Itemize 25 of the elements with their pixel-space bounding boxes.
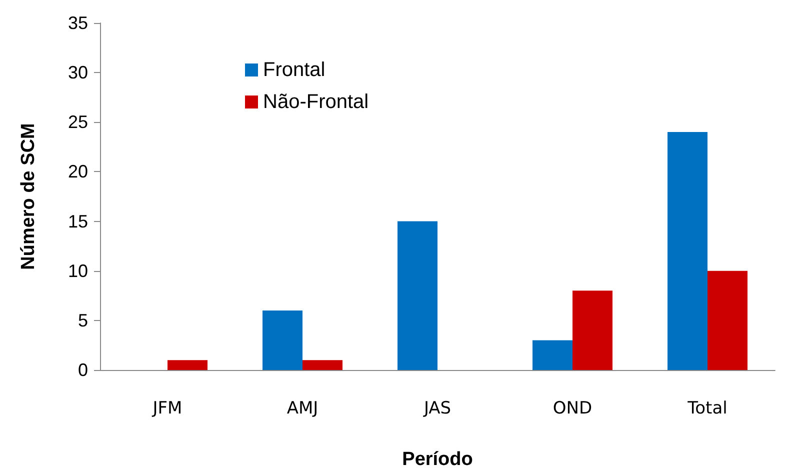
x-tick-label: OND bbox=[552, 398, 592, 418]
legend-label: Frontal bbox=[263, 59, 326, 81]
x-tick-label: Total bbox=[686, 398, 728, 418]
y-tick-label: 10 bbox=[68, 260, 88, 281]
y-tick-label: 25 bbox=[68, 112, 88, 132]
x-tick-label: AMJ bbox=[286, 398, 318, 418]
y-tick-label: 5 bbox=[78, 310, 88, 330]
bar bbox=[708, 270, 748, 370]
y-tick-label: 20 bbox=[68, 162, 88, 182]
bar bbox=[532, 340, 572, 370]
y-tick-label: 15 bbox=[68, 211, 88, 232]
bar bbox=[572, 290, 612, 370]
y-tick-label: 35 bbox=[68, 13, 88, 33]
bar bbox=[168, 360, 208, 370]
bar bbox=[262, 310, 302, 370]
y-tick-label: 30 bbox=[68, 62, 88, 83]
bar bbox=[668, 132, 708, 370]
bar bbox=[302, 360, 342, 370]
bar bbox=[398, 221, 438, 370]
y-tick-label: 0 bbox=[78, 360, 88, 380]
legend-label: Não-Frontal bbox=[263, 91, 369, 113]
x-tick-label: JFM bbox=[152, 398, 182, 418]
x-tick-label: JAS bbox=[422, 398, 452, 418]
y-axis-title: Número de SCM bbox=[18, 123, 39, 270]
x-axis-title: Período bbox=[402, 449, 473, 470]
